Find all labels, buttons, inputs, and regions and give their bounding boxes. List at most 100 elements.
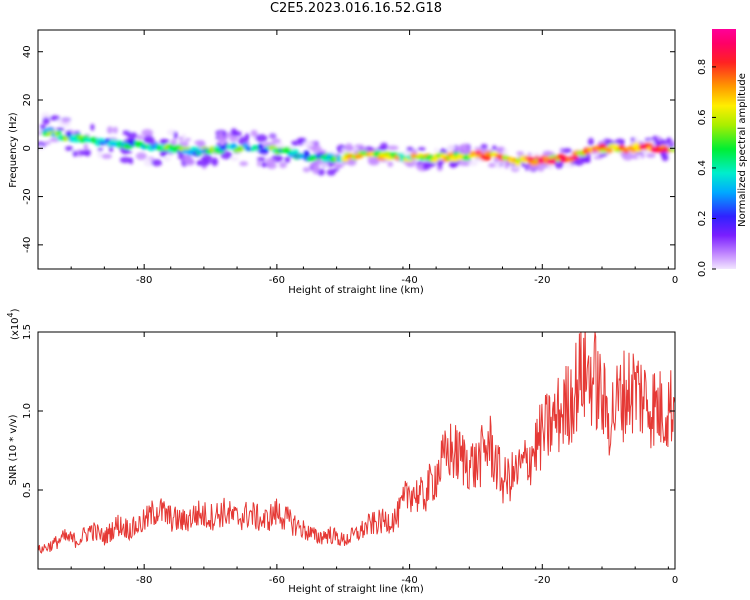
snr-y-axis-label: SNR (10 * v/v) (8, 414, 19, 485)
spectral-ridge-blob (56, 130, 62, 135)
snr-y-scale-label: (x104) (6, 308, 21, 340)
spectral-blob (417, 147, 426, 151)
spectral-blob (173, 131, 178, 140)
spectral-blob (449, 162, 457, 168)
spectral-blob (474, 147, 482, 150)
snr-x-tick-label: -40 (401, 575, 417, 586)
spectral-blob (122, 150, 133, 154)
spectral-blob (666, 137, 672, 145)
spectral-blob (469, 160, 478, 167)
spectral-blob (108, 146, 114, 153)
spectral-blob (527, 152, 532, 156)
spectral-blob (197, 159, 210, 167)
spectral-blob (239, 161, 249, 167)
spectral-ridge-blob (230, 142, 237, 150)
spectral-blob (230, 156, 239, 162)
spectral-ridge-blob (632, 142, 641, 150)
spectrogram-image (38, 112, 675, 176)
spectral-blob (332, 163, 345, 168)
spectral-blob (217, 131, 224, 141)
spectrogram-x-tick-label: -40 (401, 275, 417, 286)
spectral-blob (446, 144, 456, 152)
spectral-blob (426, 162, 436, 167)
spectral-blob (151, 159, 163, 167)
spectrogram-y-tick-label: -40 (22, 237, 33, 253)
spectral-blob (269, 135, 276, 139)
spectral-blob (455, 145, 464, 153)
spectral-blob (143, 158, 154, 167)
spectral-blob (178, 136, 184, 141)
spectral-blob (267, 162, 277, 170)
snr-y-tick-label: 0.5 (22, 482, 33, 498)
spectral-ridge-blob (668, 147, 675, 152)
spectral-ridge-blob (104, 138, 111, 143)
spectral-blob (504, 161, 510, 170)
spectral-blob (119, 156, 132, 164)
spectral-blob (230, 128, 238, 137)
spectral-ridge-blob (190, 146, 200, 151)
colorbar-tick-label: 0.2 (697, 211, 708, 227)
spectral-blob (229, 135, 239, 142)
spectral-blob (101, 153, 113, 159)
spectral-blob (244, 133, 250, 141)
spectral-blob (542, 150, 553, 157)
spectral-blob (220, 150, 232, 160)
spectral-blob (309, 163, 321, 168)
spectral-blob (379, 142, 389, 151)
spectral-ridge-blob (567, 155, 579, 160)
spectral-blob (636, 154, 643, 159)
spectrogram-y-axis-label: Frequency (Hz) (8, 112, 19, 188)
spectral-blob (135, 152, 147, 160)
spectral-blob (216, 142, 222, 147)
spectral-blob (302, 167, 311, 173)
page-title: C2E5.2023.016.16.52.G18 (269, 1, 443, 16)
spectral-ridge-blob (630, 148, 638, 153)
spectral-blob (163, 156, 171, 162)
spectral-blob (72, 150, 78, 157)
snr-x-axis-label: Height of straight line (km) (288, 584, 424, 595)
snr-axes: -80 -60 -40 -20 0 0.5 1.0 1.5 (22, 324, 678, 586)
snr-frame (37, 331, 676, 570)
spectral-blob (62, 119, 69, 123)
spectral-blob (495, 147, 505, 154)
colorbar-label: Normalized spectral amplitude (737, 73, 748, 227)
spectral-blob (250, 129, 258, 137)
snr-x-tick-label: -60 (269, 575, 285, 586)
spectral-ridge-blob (397, 153, 405, 158)
spectral-ridge-blob (303, 150, 310, 157)
spectral-blob (458, 161, 470, 167)
spectral-ridge-blob (606, 148, 613, 154)
spectral-blob (480, 143, 488, 150)
spectral-blob (491, 145, 497, 151)
spectral-blob (136, 135, 144, 140)
snr-y-tick-label: 1.5 (22, 324, 33, 340)
spectral-blob (160, 151, 167, 157)
colorbar-tick-label: 0.6 (697, 109, 708, 125)
spectral-blob (563, 163, 576, 168)
spectral-blob (97, 150, 103, 159)
spectral-blob (646, 153, 656, 158)
spectral-blob (653, 139, 659, 145)
snr-panel: -80 -60 -40 -20 0 0.5 1.0 1.5 SNR (10 * v/v) (x… (6, 308, 678, 595)
spectral-ridge-blob (257, 143, 264, 150)
spectral-blob (387, 145, 399, 151)
spectral-blob (184, 158, 195, 166)
snr-y-tick-label: 1.0 (22, 403, 33, 419)
spectral-blob (326, 169, 336, 176)
spectral-ridge-blob (480, 155, 492, 161)
spectral-blob (516, 151, 524, 156)
spectral-blob (598, 153, 607, 157)
spectral-blob (211, 157, 219, 167)
spectral-blob (661, 154, 669, 162)
spectral-blob (279, 161, 287, 169)
spectral-blob (434, 147, 439, 153)
spectral-blob (143, 136, 155, 144)
spectral-blob (39, 124, 46, 130)
spectral-blob (160, 139, 170, 144)
spectral-blob (97, 147, 104, 152)
spectral-blob (255, 134, 268, 143)
snr-x-tick-label: -80 (136, 575, 152, 586)
spectral-blob (524, 164, 530, 171)
spectral-ridge-blob (290, 149, 299, 155)
spectrogram-y-tick-label: 0 (22, 145, 33, 151)
